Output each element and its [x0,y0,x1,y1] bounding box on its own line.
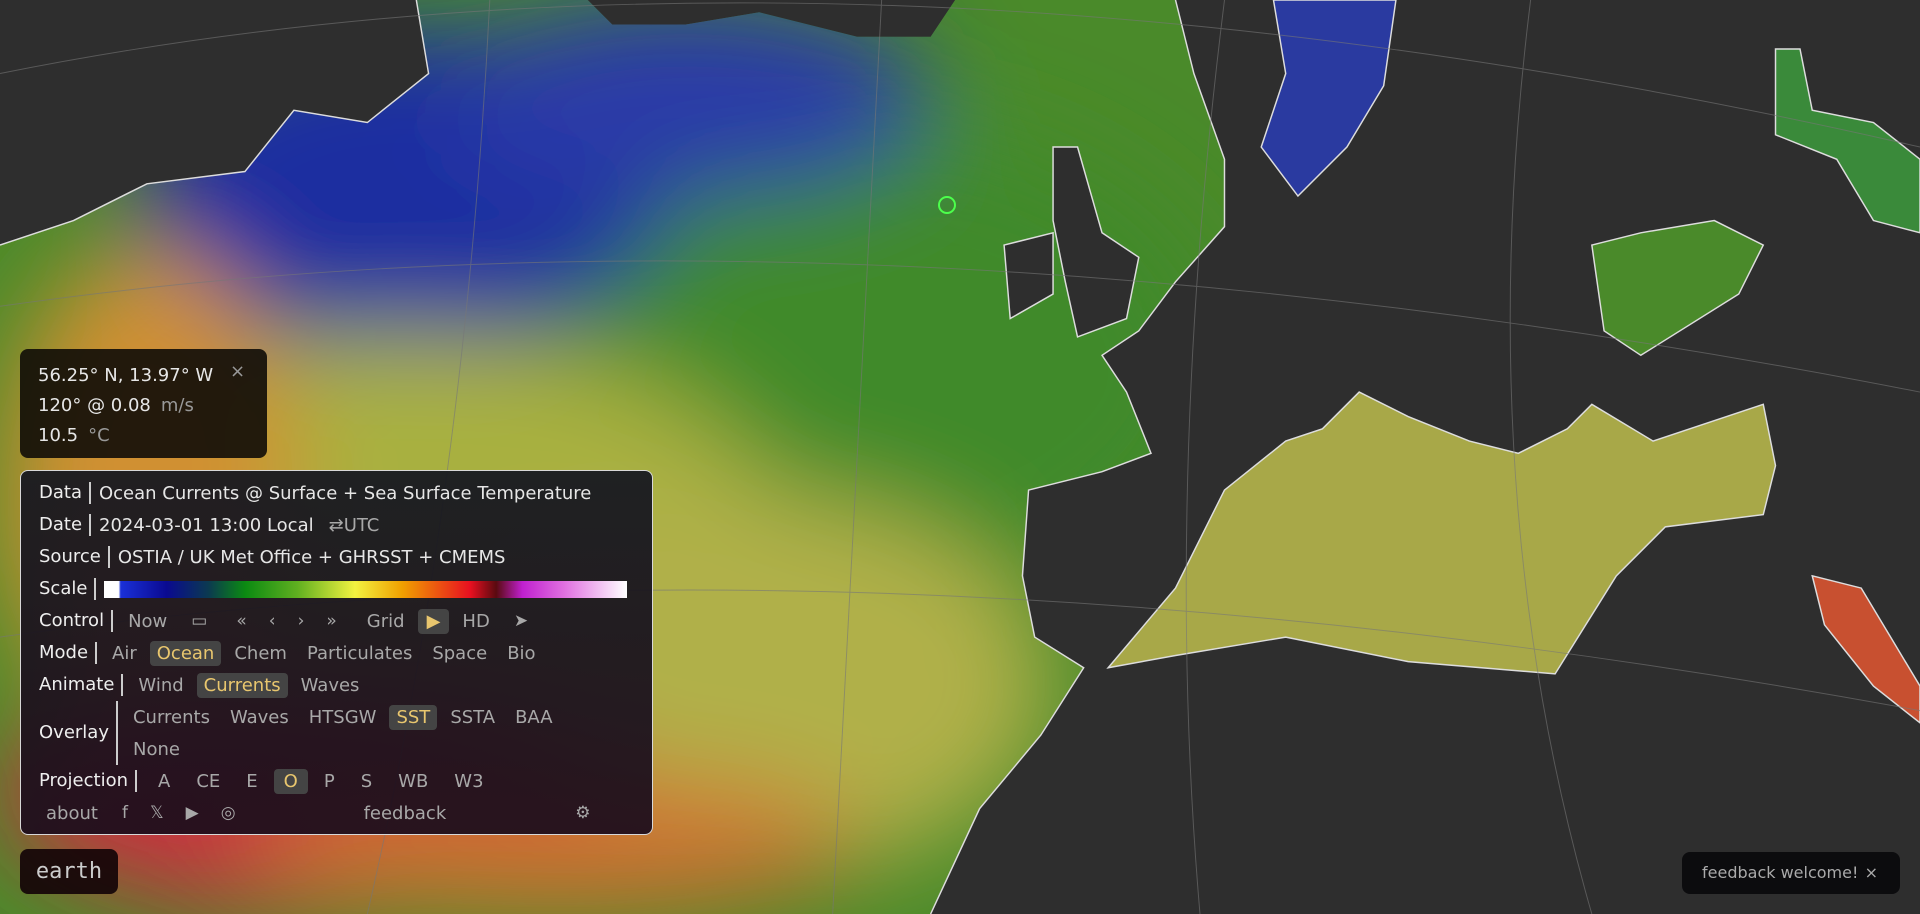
mode-particulates[interactable]: Particulates [306,642,413,664]
location-arrow-icon[interactable]: ➤ [513,611,529,631]
mode-ocean[interactable]: Ocean [149,640,222,666]
temperature-value: 10.5 [38,425,79,446]
projection-e[interactable]: E [246,770,258,792]
projection-o[interactable]: O [273,768,308,794]
color-scale-bar[interactable] [104,580,628,598]
location-tooltip: 56.25° N, 13.97° W × 120° @ 0.08 m/s 10.5… [20,349,267,458]
about-link[interactable]: about [46,802,98,824]
location-marker[interactable] [938,196,956,214]
temperature-unit[interactable]: °C [88,425,110,446]
projection-wb[interactable]: WB [398,770,429,792]
black-sea [1591,219,1765,357]
source-label: Source [39,546,110,568]
caspian-sea [1774,48,1920,234]
scale-label: Scale [39,578,97,600]
skip-forward-icon[interactable]: » [326,611,337,631]
earth-menu-button[interactable]: earth [20,849,118,894]
date-label: Date [39,514,92,536]
step-back-icon[interactable]: ‹ [268,611,276,631]
hd-button[interactable]: HD [462,610,490,632]
youtube-icon[interactable]: ▶ [185,803,199,823]
menu-panel: Data Ocean Currents @ Surface + Sea Surfa… [20,470,653,835]
step-forward-icon[interactable]: › [297,611,305,631]
animate-wind[interactable]: Wind [138,674,184,696]
animate-label: Animate [39,674,124,696]
current-value: 120° @ 0.08 [38,395,151,416]
overlay-none[interactable]: None [132,738,180,760]
red-sea [1811,574,1920,724]
feedback-toast: feedback welcome! × [1682,852,1900,894]
overlay-waves[interactable]: Waves [229,706,289,728]
mode-label: Mode [39,642,98,664]
overlay-sst[interactable]: SST [389,704,438,730]
toast-text: feedback welcome! [1702,863,1859,882]
animate-waves[interactable]: Waves [300,674,360,696]
projection-p[interactable]: P [323,770,335,792]
overlay-htsgw[interactable]: HTSGW [308,706,377,728]
now-button[interactable]: Now [128,610,168,632]
projection-a[interactable]: A [158,770,171,792]
overlay-ssta[interactable]: SSTA [450,706,496,728]
grid-button[interactable]: Grid [366,610,405,632]
close-tooltip-button[interactable]: × [230,361,246,382]
mode-space[interactable]: Space [432,642,488,664]
mode-air[interactable]: Air [112,642,137,664]
baltic-sea [1260,0,1397,198]
instagram-icon[interactable]: ◎ [220,803,236,823]
current-unit[interactable]: m/s [160,395,194,416]
control-label: Control [39,610,114,632]
uk-island [1003,146,1140,338]
utc-toggle[interactable]: ⇄UTC [328,514,380,536]
overlay-baa[interactable]: BAA [515,706,553,728]
mediterranean [1106,391,1777,675]
date-value[interactable]: 2024-03-01 13:00 Local [99,514,314,536]
calendar-icon[interactable]: ▭ [191,611,208,631]
overlay-label: Overlay [39,701,118,765]
data-value: Ocean Currents @ Surface + Sea Surface T… [98,482,592,504]
x-icon[interactable]: 𝕏 [149,803,164,823]
skip-back-icon[interactable]: « [236,611,247,631]
feedback-link[interactable]: feedback [363,802,447,824]
mode-chem[interactable]: Chem [234,642,287,664]
data-label: Data [39,482,91,504]
animate-currents[interactable]: Currents [196,672,288,698]
source-value: OSTIA / UK Met Office + GHRSST + CMEMS [117,546,506,568]
projection-w3[interactable]: W3 [454,770,484,792]
facebook-icon[interactable]: f [121,803,128,823]
projection-s[interactable]: S [360,770,373,792]
gear-icon[interactable]: ⚙ [575,803,591,823]
projection-label: Projection [39,770,138,792]
coordinates: 56.25° N, 13.97° W [38,365,214,386]
mode-bio[interactable]: Bio [507,642,536,664]
close-toast-button[interactable]: × [1864,863,1878,882]
play-icon[interactable]: ▶ [417,608,450,634]
projection-ce[interactable]: CE [196,770,221,792]
overlay-currents[interactable]: Currents [132,706,210,728]
